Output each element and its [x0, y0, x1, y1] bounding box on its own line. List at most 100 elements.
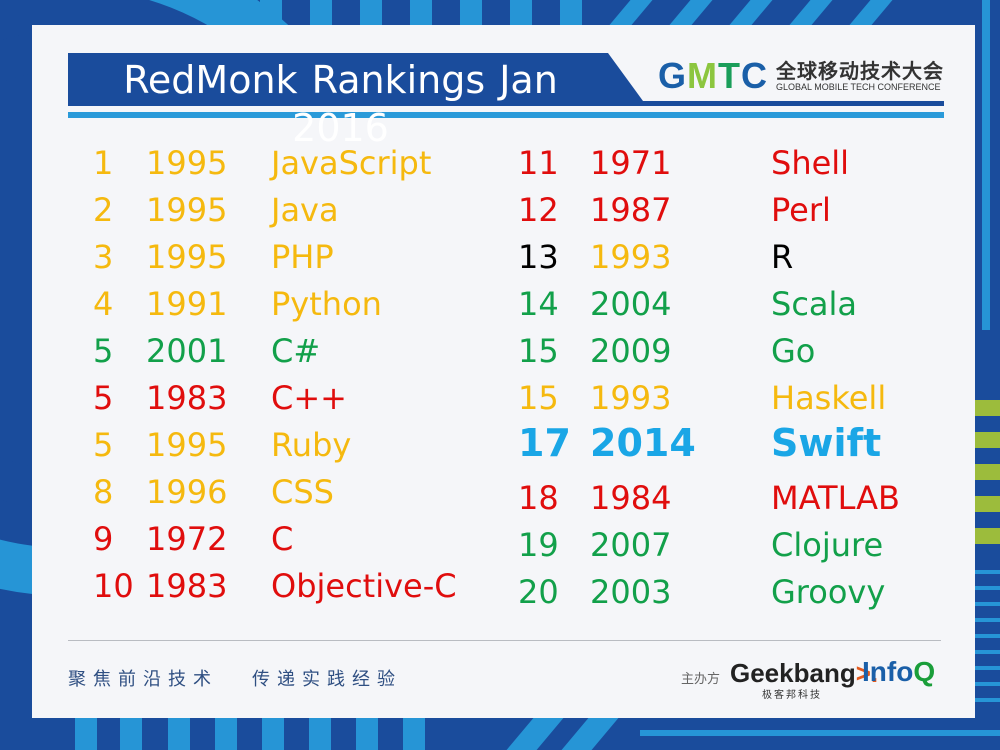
year-cell: 1991 [146, 285, 228, 323]
gmtc-wordmark: GMTC [658, 58, 768, 94]
year-cell: 1995 [146, 426, 228, 464]
language-cell: Swift [771, 421, 882, 465]
bg-stripe [729, 0, 773, 25]
language-cell: CSS [271, 473, 334, 511]
language-cell: PHP [271, 238, 334, 276]
rank-cell: 12 [518, 191, 559, 229]
geekbang-logo: Geekbang>. [730, 659, 878, 687]
rank-cell: 8 [93, 473, 114, 511]
language-cell: Go [771, 332, 816, 370]
bg-stripe [849, 0, 893, 25]
bg-stripe [640, 730, 1000, 736]
bg-stripe [309, 718, 331, 750]
bg-stripe [669, 0, 713, 25]
rank-cell: 14 [518, 285, 559, 323]
bg-stripe [975, 666, 1000, 670]
year-cell: 1995 [146, 144, 228, 182]
year-cell: 2009 [590, 332, 672, 370]
logo-en-name: GLOBAL MOBILE TECH CONFERENCE [776, 81, 941, 92]
rank-cell: 11 [518, 144, 559, 182]
bg-stripe [975, 570, 1000, 574]
language-cell: Python [271, 285, 382, 323]
logo-cn-name: 全球移动技术大会 [776, 58, 945, 83]
rank-cell: 5 [93, 426, 114, 464]
title-banner [68, 53, 643, 101]
language-cell: C# [271, 332, 321, 370]
year-cell: 2001 [146, 332, 228, 370]
slogan-right: 传递实践经验 [252, 669, 402, 690]
year-cell: 1993 [590, 379, 672, 417]
logo-letter-c: C [741, 55, 769, 96]
bg-stripe [460, 0, 482, 25]
geekbang-chevron-icon: >. [855, 658, 879, 688]
year-cell: 1972 [146, 520, 228, 558]
bg-stripe [975, 634, 1000, 638]
bg-stripe [310, 0, 332, 25]
rank-cell: 3 [93, 238, 114, 276]
bg-green-bar [975, 400, 1000, 416]
year-cell: 1983 [146, 379, 228, 417]
language-cell: Clojure [771, 526, 884, 564]
bg-stripe [510, 0, 532, 25]
rank-cell: 1 [93, 144, 114, 182]
geekbang-wordmark: Geekbang [730, 658, 856, 688]
bg-stripe [561, 718, 619, 750]
bg-stripe [506, 718, 564, 750]
bg-stripe [609, 0, 653, 25]
title-underline-light [68, 112, 944, 118]
year-cell: 1983 [146, 567, 228, 605]
year-cell: 1996 [146, 473, 228, 511]
year-cell: 2004 [590, 285, 672, 323]
bg-stripe [975, 698, 1000, 702]
language-cell: Objective-C [271, 567, 457, 605]
year-cell: 2014 [590, 421, 696, 465]
bg-stripe [262, 718, 284, 750]
bg-green-bar [975, 528, 1000, 544]
rank-cell: 20 [518, 573, 559, 611]
infoq-wordmark: Info [862, 656, 914, 687]
geekbang-cn-name: 极客邦科技 [762, 690, 822, 701]
footer-divider [68, 640, 941, 641]
language-cell: Shell [771, 144, 850, 182]
slide-title: RedMonk Rankings Jan 2016 [123, 58, 558, 150]
rank-cell: 15 [518, 379, 559, 417]
bg-stripe [975, 618, 1000, 622]
infoq-logo: InfoQ [862, 657, 935, 687]
slide-panel [32, 25, 975, 718]
rank-cell: 10 [93, 567, 134, 605]
language-cell: Groovy [771, 573, 886, 611]
year-cell: 1995 [146, 191, 228, 229]
language-cell: Haskell [771, 379, 887, 417]
logo-letter-t: T [718, 55, 742, 96]
year-cell: 1993 [590, 238, 672, 276]
sponsor-label: 主办方 [681, 672, 721, 687]
bg-green-bar [975, 496, 1000, 512]
language-cell: Scala [771, 285, 858, 323]
language-cell: C++ [271, 379, 347, 417]
language-cell: Perl [771, 191, 831, 229]
bg-stripe [789, 0, 833, 25]
logo-letter-m: M [687, 55, 719, 96]
rank-cell: 19 [518, 526, 559, 564]
bg-stripe [75, 718, 97, 750]
bg-stripe [360, 0, 382, 25]
bg-stripe [120, 718, 142, 750]
infoq-q-letter: Q [913, 656, 936, 687]
bg-stripe [975, 586, 1000, 590]
rank-cell: 13 [518, 238, 559, 276]
year-cell: 1984 [590, 479, 672, 517]
rank-cell: 2 [93, 191, 114, 229]
bg-stripe [975, 650, 1000, 654]
year-cell: 2003 [590, 573, 672, 611]
year-cell: 1971 [590, 144, 672, 182]
language-cell: Ruby [271, 426, 352, 464]
bg-green-bar [975, 464, 1000, 480]
language-cell: R [771, 238, 794, 276]
language-cell: MATLAB [771, 479, 900, 517]
rank-cell: 17 [518, 421, 571, 465]
bg-stripe [975, 602, 1000, 606]
year-cell: 1987 [590, 191, 672, 229]
rank-cell: 9 [93, 520, 114, 558]
bg-stripe [168, 718, 190, 750]
title-underline-dark [68, 101, 944, 106]
